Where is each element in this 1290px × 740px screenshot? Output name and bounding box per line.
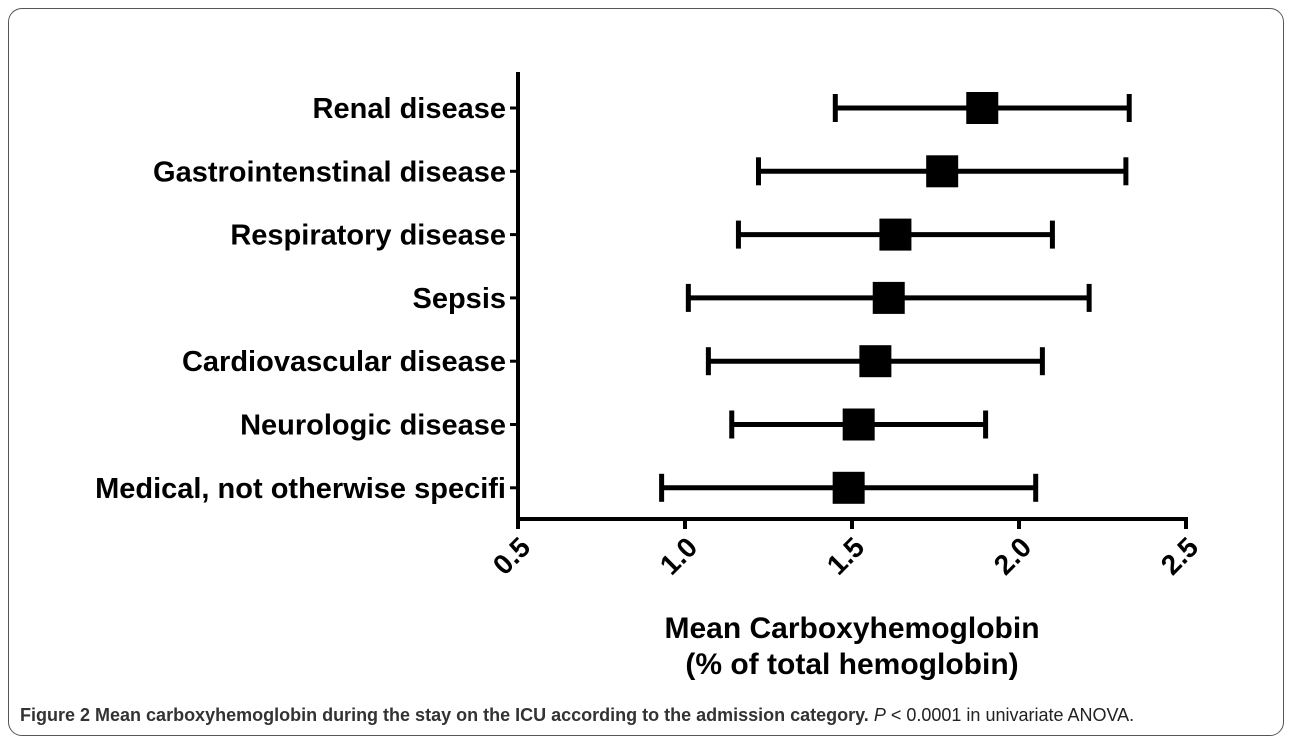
y-tick-label: Medical, not otherwise specifi — [95, 473, 506, 505]
x-tick-label: 1.0 — [654, 531, 703, 580]
y-tick-label: Sepsis — [413, 283, 507, 315]
caption: Figure 2 Mean carboxyhemoglobin during t… — [20, 705, 1134, 726]
x-axis-label: Mean Carboxyhemoglobin — [664, 612, 1039, 645]
chart: 0.5 1.0 1.5 2.0 2.5 Mean Carboxyhemoglobin(% … — [95, 72, 1204, 681]
x-tick-label: 1.5 — [821, 531, 870, 580]
mean-marker — [832, 471, 865, 504]
y-tick-label: Renal disease — [313, 93, 506, 125]
caption-title: Mean carboxyhemoglobin during the stay o… — [95, 705, 869, 725]
caption-text: < 0.0001 in univariate ANOVA. — [890, 705, 1135, 725]
y-tick-label: Cardiovascular disease — [182, 346, 506, 378]
y-tick-label: Neurologic disease — [240, 410, 506, 442]
mean-marker — [879, 218, 912, 251]
figure-frame — [8, 8, 1284, 736]
mean-marker — [842, 408, 875, 441]
x-tick-label: 2.0 — [988, 531, 1037, 580]
x-axis-label: (% of total hemoglobin) — [685, 648, 1018, 681]
caption-p: P — [873, 705, 886, 725]
x-tick-label: 2.5 — [1155, 531, 1204, 580]
mean-marker — [966, 92, 999, 124]
mean-marker — [872, 281, 905, 314]
mean-marker — [859, 345, 892, 378]
y-tick-label: Gastrointenstinal disease — [153, 156, 506, 188]
x-tick-label: 0.5 — [487, 531, 536, 580]
caption-label: Figure 2 — [20, 705, 91, 725]
mean-marker — [926, 155, 959, 188]
y-tick-label: Respiratory disease — [230, 220, 506, 252]
